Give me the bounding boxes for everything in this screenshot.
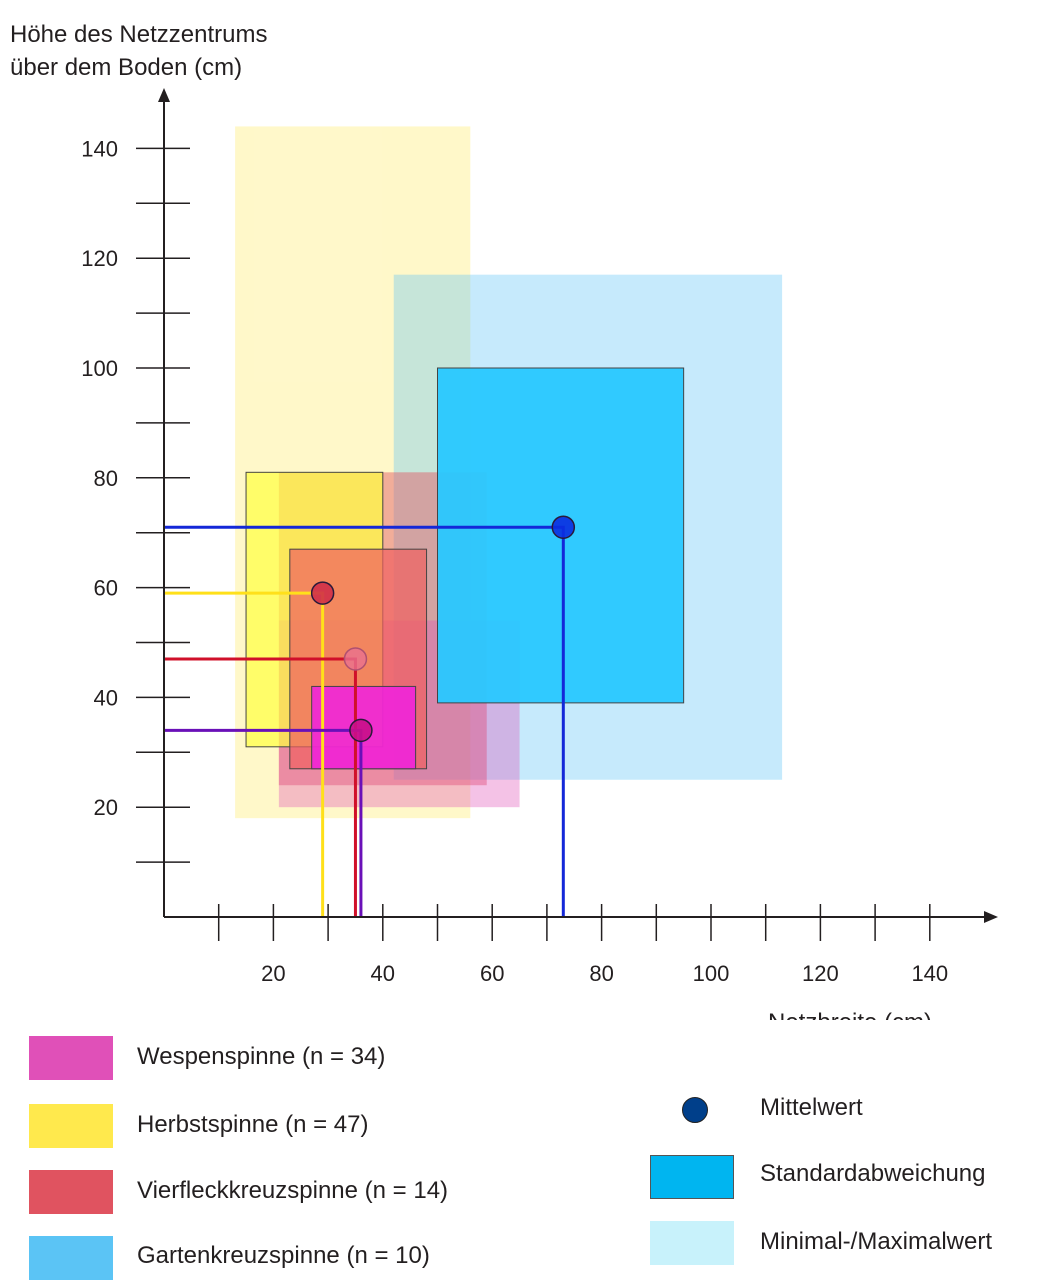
chart: Höhe des Netzzentrums über dem Boden (cm… — [10, 21, 998, 1020]
legend-swatch-wespenspinne — [29, 1036, 113, 1080]
key-mean-label: Mittelwert — [760, 1094, 863, 1121]
axes: 20 40 60 80 100 120 140 20 40 60 80 100 120 140 — [81, 88, 998, 986]
x-tick-label-60: 60 — [480, 961, 504, 986]
y-axis-arrow — [158, 88, 170, 102]
x-tick-label-100: 100 — [693, 961, 730, 986]
legend-label-wespenspinne: Wespenspinne (n = 34) — [137, 1043, 386, 1070]
key-minmax-label: Minimal-/Maximalwert — [760, 1228, 993, 1255]
x-tick-label-80: 80 — [589, 961, 613, 986]
legend-label-herbstspinne: Herbstspinne (n = 47) — [137, 1111, 369, 1138]
y-tick-label-80: 80 — [94, 466, 118, 491]
key-sd-label: Standardabweichung — [760, 1160, 986, 1187]
y-tick-label-120: 120 — [81, 246, 118, 271]
y-axis-label-line2: über dem Boden (cm) — [10, 54, 242, 81]
legend-swatch-vierfleckkreuzspinne — [29, 1170, 113, 1214]
key-sd-swatch — [650, 1155, 734, 1199]
mean-point-gartenkreuzspinne — [551, 515, 576, 539]
mean-points — [310, 515, 576, 743]
legend-label-gartenkreuzspinne: Gartenkreuzspinne (n = 10) — [137, 1242, 430, 1269]
sd-rectangles — [245, 367, 685, 770]
y-tick-label-60: 60 — [94, 576, 118, 601]
x-tick-label-140: 140 — [911, 961, 948, 986]
mean-point-herbstspinne — [310, 581, 335, 605]
x-axis-arrow — [984, 911, 998, 923]
key-minmax-swatch — [650, 1221, 734, 1265]
mean-point-wespenspinne — [349, 718, 373, 743]
x-axis-label: Netzbreite (cm) — [768, 1009, 932, 1020]
legend-swatch-gartenkreuzspinne — [29, 1236, 113, 1280]
legend-swatch-herbstspinne — [29, 1104, 113, 1148]
x-tick-label-120: 120 — [802, 961, 839, 986]
y-tick-label-100: 100 — [81, 356, 118, 381]
y-tick-label-140: 140 — [81, 136, 118, 161]
x-tick-label-20: 20 — [261, 961, 285, 986]
y-tick-label-20: 20 — [94, 795, 118, 820]
mean-point-vierfleckkreuzspinne — [343, 647, 368, 671]
key-mean-marker — [682, 1097, 708, 1123]
y-axis-label-line1: Höhe des Netzzentrums — [10, 21, 267, 48]
y-tick-label-40: 40 — [94, 685, 118, 710]
x-tick-label-40: 40 — [371, 961, 395, 986]
legend-label-vierfleckkreuzspinne: Vierfleckkreuzspinne (n = 14) — [137, 1177, 449, 1204]
